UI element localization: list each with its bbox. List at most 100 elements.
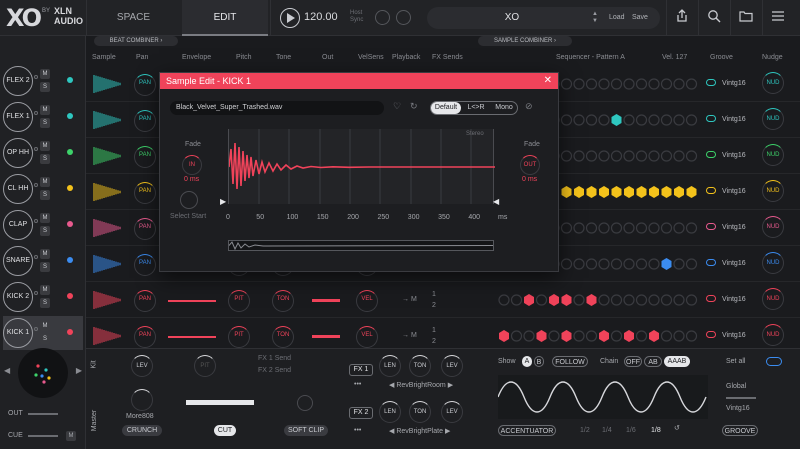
groove-value[interactable]: Vintg16 xyxy=(722,116,746,123)
mute-button[interactable]: M xyxy=(40,321,50,331)
slot-name[interactable]: KICK 1 xyxy=(3,318,33,348)
pan-knob[interactable] xyxy=(134,182,156,204)
follow-button[interactable]: FOLLOW xyxy=(552,356,588,367)
kit-pit-knob[interactable]: PIT xyxy=(194,355,216,377)
pitch-knob[interactable] xyxy=(228,326,250,348)
waveform-editor[interactable] xyxy=(228,129,495,204)
groove-toggle[interactable] xyxy=(706,79,716,86)
mute-button[interactable]: M xyxy=(40,141,50,151)
fx1-more-icon[interactable]: ••• xyxy=(354,381,362,388)
master-slider[interactable] xyxy=(186,400,254,405)
pan-knob[interactable] xyxy=(134,326,156,348)
load-button[interactable]: Load xyxy=(609,14,625,21)
sample-thumbnail[interactable] xyxy=(92,326,124,346)
groove-toggle[interactable] xyxy=(706,223,716,230)
mode-mono-button[interactable]: Mono xyxy=(495,104,513,111)
show-a-button[interactable]: A xyxy=(522,356,532,367)
groove-toggle[interactable] xyxy=(706,259,716,266)
groove-toggle[interactable] xyxy=(706,187,716,194)
nudge-knob[interactable]: NUD xyxy=(762,72,784,94)
pan-knob[interactable] xyxy=(134,290,156,312)
replace-icon[interactable]: ↻ xyxy=(410,101,418,111)
preset-selector[interactable]: XO ▲ ▼ Load Save xyxy=(427,7,660,29)
chain-ab-button[interactable]: AB xyxy=(644,356,662,367)
groove-toggle[interactable] xyxy=(706,331,716,338)
tone-knob[interactable] xyxy=(272,290,294,312)
play-button[interactable] xyxy=(280,8,300,28)
slot-snare[interactable]: SNARE M S xyxy=(3,244,83,278)
start-marker-icon[interactable]: ▶ xyxy=(220,197,227,206)
fx1-len-knob[interactable]: LEN xyxy=(379,355,401,377)
cue-mute-button[interactable]: M xyxy=(66,431,76,441)
nudge-knob[interactable]: NUD xyxy=(762,216,784,238)
step-sequencer[interactable] xyxy=(498,328,698,344)
tone-knob[interactable] xyxy=(272,326,294,348)
fx2-ton-knob[interactable]: TON xyxy=(409,401,431,423)
global-groove-slider[interactable] xyxy=(726,397,756,399)
fx1-lev-knob[interactable]: LEV xyxy=(441,355,463,377)
groove-value[interactable]: Vintg16 xyxy=(722,152,746,159)
preset-arrows-icon[interactable]: ▲ ▼ xyxy=(592,11,598,24)
envelope-shape[interactable] xyxy=(168,300,216,302)
waveform-overview[interactable] xyxy=(228,240,494,251)
groove-value[interactable]: Vintg16 xyxy=(722,224,746,231)
explorer-widget[interactable]: ◀ ▶ xyxy=(4,346,82,404)
nudge-knob[interactable]: NUD xyxy=(762,252,784,274)
tab-space[interactable]: SPACE xyxy=(86,0,180,36)
cue-slider[interactable] xyxy=(28,435,58,437)
sample-filename[interactable]: Black_Velvet_Super_Trashed.wav xyxy=(170,101,384,115)
close-icon[interactable]: ✕ xyxy=(543,75,552,86)
fx-send-2[interactable]: 2 xyxy=(432,302,436,309)
rate-1-8[interactable]: 1/8 xyxy=(651,427,661,434)
fx2-more-icon[interactable]: ••• xyxy=(354,427,362,434)
link-icon[interactable] xyxy=(34,111,38,115)
fx2-preset-selector[interactable]: ◀ RevBrightPlate ▶ xyxy=(389,428,451,435)
link-icon[interactable] xyxy=(34,291,38,295)
accentuator-button[interactable]: ACCENTUATOR xyxy=(498,425,556,436)
fade-in-knob[interactable]: IN xyxy=(182,155,202,175)
groove-toggle[interactable] xyxy=(706,295,716,302)
fx-send-1[interactable]: 1 xyxy=(432,291,436,298)
envelope-shape[interactable] xyxy=(168,336,216,338)
pan-knob[interactable] xyxy=(134,110,156,132)
set-all-toggle[interactable] xyxy=(766,357,782,366)
link-icon[interactable] xyxy=(34,183,38,187)
solo-button[interactable]: S xyxy=(40,190,50,200)
sample-thumbnail[interactable] xyxy=(92,254,124,274)
soft-clip-button[interactable]: SOFT CLIP xyxy=(284,425,328,436)
sample-thumbnail[interactable] xyxy=(92,74,124,94)
playback-mode[interactable]: → M xyxy=(402,296,417,303)
share-icon[interactable] xyxy=(672,8,692,28)
end-marker-icon[interactable]: ◀ xyxy=(493,197,500,206)
groove-value[interactable]: Vintg16 xyxy=(722,260,746,267)
mute-button[interactable]: M xyxy=(40,285,50,295)
link-icon[interactable] xyxy=(34,255,38,259)
groove-value[interactable]: Vintg16 xyxy=(722,188,746,195)
menu-icon[interactable] xyxy=(768,8,788,28)
out-slider[interactable] xyxy=(28,413,58,415)
nudge-knob[interactable]: NUD xyxy=(762,324,784,346)
rate-1-6[interactable]: 1/6 xyxy=(626,427,636,434)
groove-toggle[interactable] xyxy=(706,151,716,158)
groove-button[interactable]: GROOVE xyxy=(722,425,758,436)
solo-button[interactable]: S xyxy=(40,298,50,308)
step-sequencer[interactable] xyxy=(498,292,698,308)
explorer-map[interactable] xyxy=(18,348,68,398)
out-level-bar[interactable] xyxy=(312,299,340,302)
crunch-button[interactable]: CRUNCH xyxy=(122,425,162,436)
fx-send-1[interactable]: 1 xyxy=(432,327,436,334)
link-icon[interactable] xyxy=(34,327,38,331)
chain-off-button[interactable]: OFF xyxy=(624,356,642,367)
solo-button[interactable]: S xyxy=(40,154,50,164)
pitch-knob[interactable] xyxy=(228,290,250,312)
mute-button[interactable]: M xyxy=(40,177,50,187)
pan-knob[interactable] xyxy=(134,74,156,96)
slot-name[interactable]: KICK 2 xyxy=(3,282,33,312)
fx1-ton-knob[interactable]: TON xyxy=(409,355,431,377)
sample-thumbnail[interactable] xyxy=(92,182,124,202)
chain-aaab-button[interactable]: AAAB xyxy=(664,356,690,367)
fx1-preset-selector[interactable]: ◀ RevBrightRoom ▶ xyxy=(389,382,454,389)
explorer-left-icon[interactable]: ◀ xyxy=(4,366,11,375)
slot-name[interactable]: SNARE xyxy=(3,246,33,276)
